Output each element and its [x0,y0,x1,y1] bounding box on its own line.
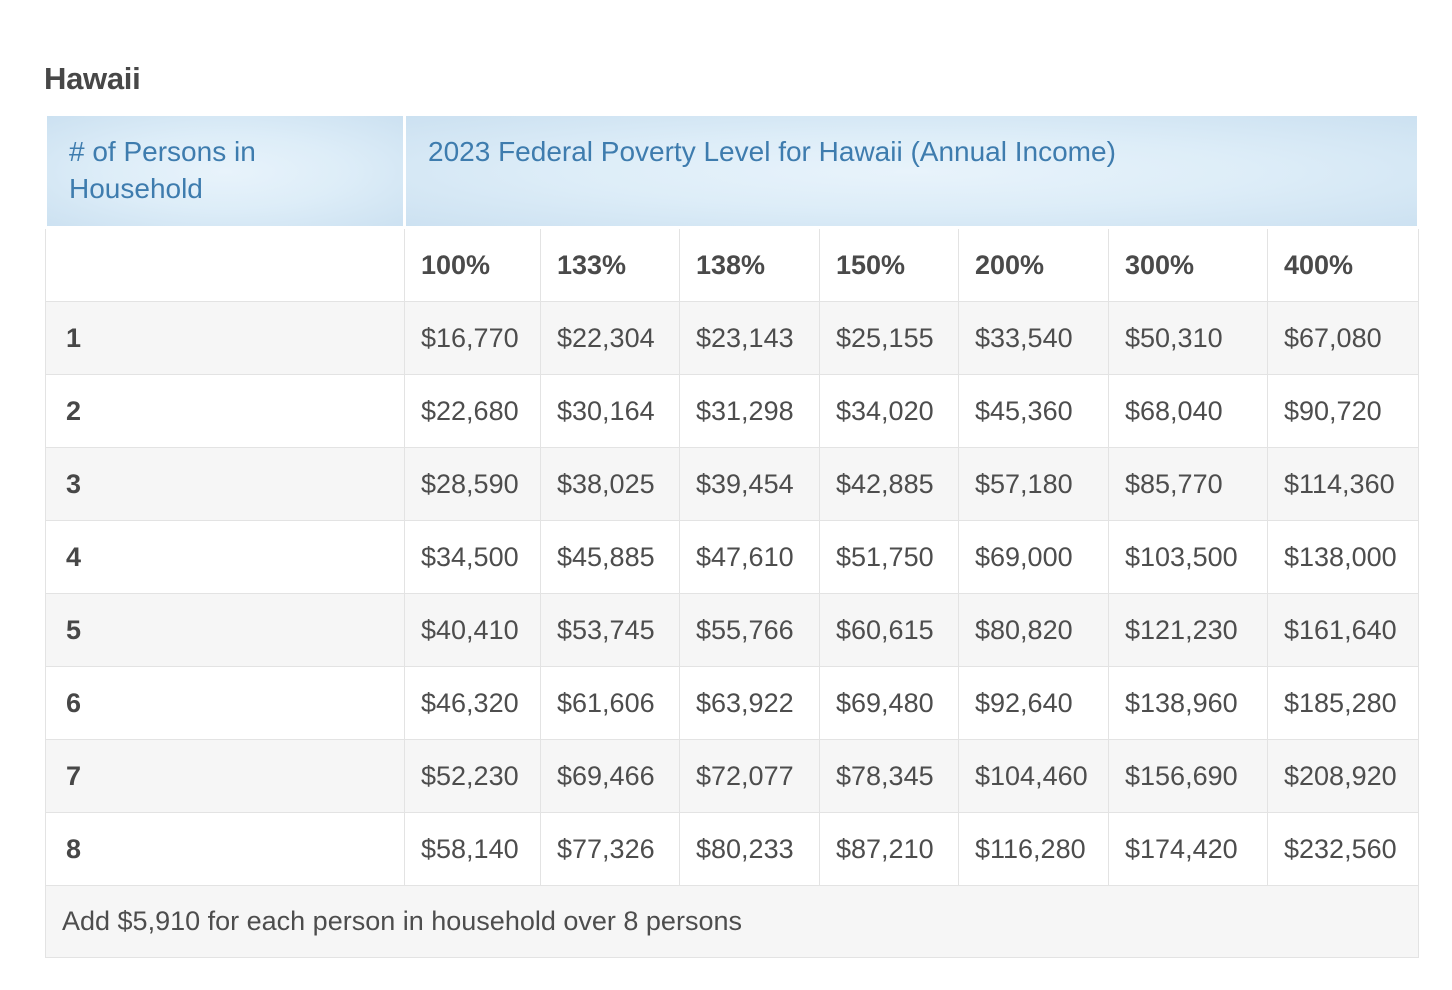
value-cell: $52,230 [404,739,541,814]
value-cell: $80,233 [679,812,820,887]
value-cell: $58,140 [404,812,541,887]
value-cell: $22,680 [404,374,541,449]
table-row: 3 $28,590 $38,025 $39,454 $42,885 $57,18… [45,447,1420,522]
value-cell: $67,080 [1266,301,1420,376]
value-cell: $47,610 [679,520,820,595]
percent-header-138: 138% [679,227,820,303]
table-row: 7 $52,230 $69,466 $72,077 $78,345 $104,4… [45,739,1420,814]
value-cell: $55,766 [679,593,820,668]
percent-header-100: 100% [404,227,541,303]
value-cell: $92,640 [958,666,1109,741]
table-row: 1 $16,770 $22,304 $23,143 $25,155 $33,54… [45,301,1420,376]
value-cell: $38,025 [540,447,680,522]
value-cell: $174,420 [1108,812,1268,887]
table-row: 8 $58,140 $77,326 $80,233 $87,210 $116,2… [45,812,1420,887]
value-cell: $185,280 [1266,666,1420,741]
table-row: 6 $46,320 $61,606 $63,922 $69,480 $92,64… [45,666,1420,741]
value-cell: $46,320 [404,666,541,741]
table-header-row: # of Persons in Household 2023 Federal P… [44,113,1421,230]
value-cell: $22,304 [540,301,680,376]
footer-note: Add $5,910 for each person in household … [44,885,1420,959]
value-cell: $25,155 [819,301,959,376]
value-cell: $78,345 [819,739,959,814]
value-cell: $69,000 [958,520,1109,595]
value-cell: $104,460 [958,739,1109,814]
value-cell: $72,077 [679,739,820,814]
value-cell: $34,500 [404,520,541,595]
value-cell: $33,540 [958,301,1109,376]
persons-cell: 5 [45,593,405,668]
percent-header-row: 100% 133% 138% 150% 200% 300% 400% [45,227,1420,303]
value-cell: $116,280 [958,812,1109,887]
value-cell: $68,040 [1108,374,1268,449]
value-cell: $42,885 [819,447,959,522]
value-cell: $23,143 [679,301,820,376]
header-title-cell: 2023 Federal Poverty Level for Hawaii (A… [402,113,1421,230]
value-cell: $69,466 [540,739,680,814]
percent-header-200: 200% [958,227,1109,303]
persons-cell: 1 [45,301,405,376]
value-cell: $53,745 [540,593,680,668]
persons-cell: 8 [45,812,405,887]
value-cell: $87,210 [819,812,959,887]
value-cell: $103,500 [1108,520,1268,595]
value-cell: $30,164 [540,374,680,449]
table-row: 5 $40,410 $53,745 $55,766 $60,615 $80,82… [45,593,1420,668]
value-cell: $80,820 [958,593,1109,668]
table-row: 4 $34,500 $45,885 $47,610 $51,750 $69,00… [45,520,1420,595]
value-cell: $31,298 [679,374,820,449]
percent-header-150: 150% [819,227,959,303]
value-cell: $61,606 [540,666,680,741]
value-cell: $156,690 [1108,739,1268,814]
value-cell: $138,000 [1266,520,1420,595]
value-cell: $40,410 [404,593,541,668]
table-row: 2 $22,680 $30,164 $31,298 $34,020 $45,36… [45,374,1420,449]
value-cell: $60,615 [819,593,959,668]
value-cell: $161,640 [1266,593,1420,668]
persons-cell: 7 [45,739,405,814]
value-cell: $138,960 [1108,666,1268,741]
percent-header-133: 133% [540,227,680,303]
value-cell: $90,720 [1266,374,1420,449]
persons-cell: 2 [45,374,405,449]
value-cell: $85,770 [1108,447,1268,522]
value-cell: $50,310 [1108,301,1268,376]
percent-header-empty-cell [45,227,405,303]
value-cell: $208,920 [1266,739,1420,814]
persons-cell: 4 [45,520,405,595]
value-cell: $63,922 [679,666,820,741]
persons-cell: 6 [45,666,405,741]
value-cell: $77,326 [540,812,680,887]
value-cell: $232,560 [1266,812,1420,887]
value-cell: $39,454 [679,447,820,522]
value-cell: $69,480 [819,666,959,741]
value-cell: $16,770 [404,301,541,376]
header-persons-cell: # of Persons in Household [44,113,406,230]
value-cell: $45,360 [958,374,1109,449]
percent-header-300: 300% [1108,227,1268,303]
percent-header-400: 400% [1266,227,1420,303]
page-title: Hawaii [44,61,141,96]
persons-cell: 3 [45,447,405,522]
value-cell: $51,750 [819,520,959,595]
value-cell: $114,360 [1266,447,1420,522]
value-cell: $45,885 [540,520,680,595]
value-cell: $57,180 [958,447,1109,522]
fpl-table: # of Persons in Household 2023 Federal P… [44,113,1421,959]
value-cell: $34,020 [819,374,959,449]
value-cell: $28,590 [404,447,541,522]
footer-note-row: Add $5,910 for each person in household … [44,885,1420,959]
value-cell: $121,230 [1108,593,1268,668]
